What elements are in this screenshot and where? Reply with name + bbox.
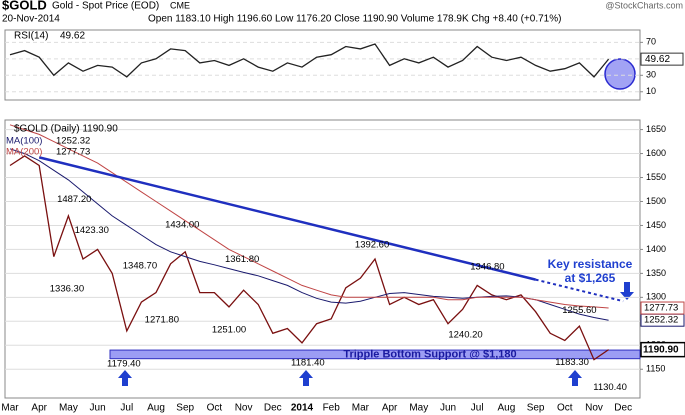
support-band [109,349,641,360]
y-tick-label: 70 [646,37,656,47]
quote: Open 1183.10 High 1196.60 Low 1176.20 Cl… [148,14,561,25]
x-tick-label: 2014 [291,403,314,414]
price-frame [4,119,641,399]
up-arrow [568,370,582,386]
legend-value: 1277.73 [56,147,90,158]
y-tick-label: 10 [646,86,656,96]
y-tick-label: 1500 [646,196,666,206]
x-tick-label: May [59,403,78,414]
rsi-value-label: 49.62 [645,54,670,65]
y-tick-label: 1550 [646,172,666,182]
resistance-note: Key resistance [548,257,633,271]
source: @StockCharts.com [605,0,683,10]
last-price-label: 1190.90 [643,344,679,355]
series-line [9,148,609,321]
x-tick-label: Apr [382,403,398,414]
y-tick-label: 30 [646,70,656,80]
price-annotation: 1361.80 [225,254,259,265]
x-tick-label: Aug [498,403,516,414]
trendline [38,156,536,281]
last-price-box [640,341,685,358]
rsi-legend-name: RSI(14) [14,31,48,42]
y-tick-label: 1400 [646,244,666,254]
price-box-label: 1277.73 [644,303,678,314]
price-annotation: 1130.40 [593,382,627,393]
x-tick-label: Dec [264,403,282,414]
x-tick-label: Jun [90,403,106,414]
price-annotation: 1251.00 [212,324,246,335]
symbol: $GOLD [2,0,47,12]
highlight-circle [604,58,636,90]
x-tick-label: Apr [31,403,47,414]
x-tick-label: Jul [120,403,133,414]
price-box-label: 1252.32 [644,315,678,326]
series-line [9,155,609,361]
y-tick-label: 1450 [646,220,666,230]
x-tick-label: Jul [471,403,484,414]
price-annotation: 1434.00 [165,220,199,231]
x-tick-label: Mar [1,403,19,414]
y-tick-label: 1600 [646,148,666,158]
down-arrow [620,282,634,300]
x-tick-label: Feb [323,403,341,414]
x-tick-label: Nov [585,403,603,414]
x-tick-label: Nov [235,403,253,414]
date: 20-Nov-2014 [2,14,60,25]
price-annotation: 1240.20 [448,330,482,341]
legend-value: 1252.32 [56,136,90,147]
price-annotation: 1183.30 [555,357,589,368]
x-tick-label: May [409,403,428,414]
resistance-note: at $1,265 [565,271,616,285]
x-tick-label: Aug [147,403,165,414]
x-tick-label: Oct [557,403,573,414]
arrows [118,282,634,386]
rsi-frame [4,29,641,101]
price-annotation: 1181.40 [291,358,325,369]
x-tick-label: Jun [440,403,456,414]
y-tick-label: 1150 [646,364,665,374]
price-annotation: 1346.80 [470,261,504,272]
x-tick-label: Dec [614,403,632,414]
rsi-value-box [640,52,684,66]
exchange: CME [170,0,190,10]
x-tick-label: Oct [207,403,223,414]
instrument-name: Gold - Spot Price (EOD) [52,1,159,12]
y-tick-label: 1300 [646,292,666,302]
x-tick-label: Mar [352,403,370,414]
price-annotation: 1271.80 [145,314,179,325]
up-arrow [299,370,313,386]
price-annotation: 1336.30 [50,283,84,294]
price-legend: $GOLD (Daily) 1190.90 [14,124,118,135]
rsi-legend-value: 49.62 [60,31,85,42]
price-annotation: 1487.20 [57,194,91,205]
price-annotation: 1392.60 [355,239,389,250]
legend-name: MA(200) [6,147,42,158]
y-tick-label: 1650 [646,124,666,134]
price-box [640,301,685,315]
series-line [9,43,610,78]
up-arrow [118,370,132,386]
x-tick-label: Sep [176,403,194,414]
series-line [9,124,609,309]
price-annotation: 1348.70 [123,261,157,272]
legend-name: MA(100) [6,136,42,147]
price-annotation: 1179.40 [107,359,141,370]
x-tick-label: Sep [527,403,545,414]
support-label: Tripple Bottom Support @ $1,180 [343,348,516,360]
price-annotation: 1423.30 [75,225,109,236]
y-tick-label: 1350 [646,268,666,278]
price-annotation: 1255.60 [562,305,596,316]
